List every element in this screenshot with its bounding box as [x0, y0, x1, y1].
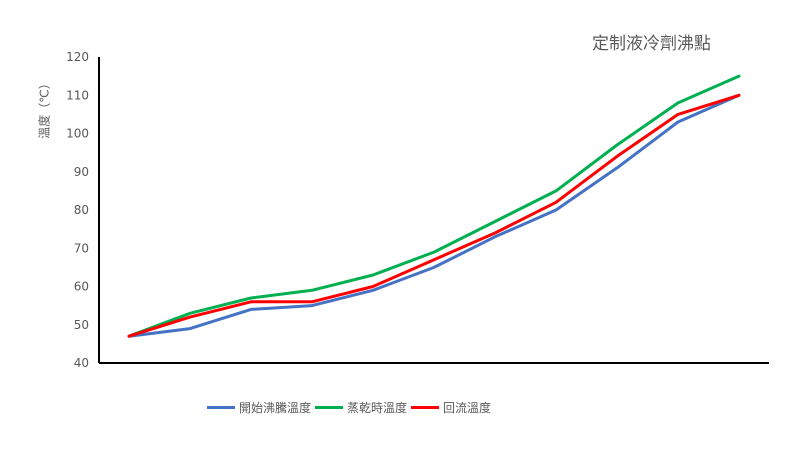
legend-label: 蒸乾時溫度 — [347, 401, 408, 415]
y-tick-label: 60 — [74, 280, 89, 294]
y-tick-label: 120 — [66, 50, 89, 64]
legend-swatch — [315, 406, 344, 409]
legend-label: 開始沸騰溫度 — [239, 401, 312, 415]
legend-swatch — [207, 406, 235, 409]
series-line-1 — [127, 93, 741, 338]
legend-swatch — [411, 406, 440, 409]
y-axis-ticks: 40 50 60 70 80 90 100 110 120 — [66, 50, 89, 370]
y-tick-label: 110 — [66, 88, 89, 102]
chart-title: 定制液冷劑沸點 — [592, 34, 711, 54]
y-tick-label: 80 — [74, 203, 89, 217]
series-line-2 — [127, 74, 741, 338]
y-tick-label: 100 — [66, 127, 89, 141]
legend-item-2: 蒸乾時溫度 — [315, 399, 407, 416]
y-tick-label: 70 — [74, 241, 89, 255]
y-tick-label: 90 — [74, 165, 89, 179]
legend-item-3: 回流溫度 — [411, 399, 491, 416]
y-tick-label: 50 — [74, 318, 89, 332]
series-line-3 — [127, 93, 741, 338]
legend: 開始沸騰溫度 蒸乾時溫度 回流溫度 — [207, 399, 495, 416]
legend-item-1: 開始沸騰溫度 — [207, 399, 311, 416]
legend-label: 回流溫度 — [443, 401, 492, 415]
y-tick-label: 40 — [74, 356, 89, 370]
series-lines — [127, 74, 741, 338]
